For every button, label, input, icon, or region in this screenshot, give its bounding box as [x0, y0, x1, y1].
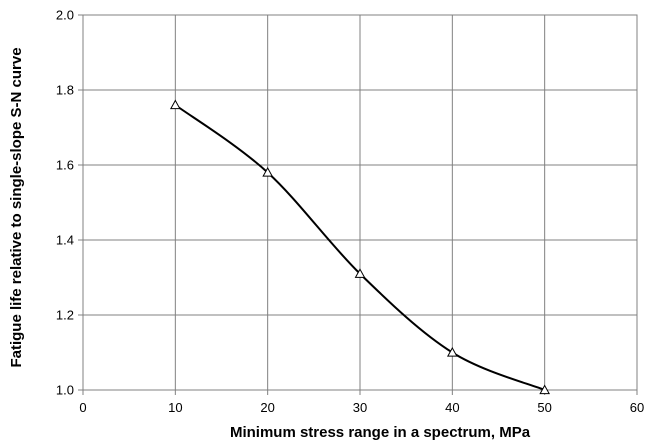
- y-axis-title: Fatigue life relative to single-slope S-…: [8, 47, 25, 367]
- y-tick-labels: 1.0 1.2 1.4 1.6 1.8 2.0: [56, 8, 74, 398]
- x-tick-label: 50: [537, 400, 551, 415]
- x-tick-label: 60: [630, 400, 644, 415]
- data-point-marker: [446, 346, 458, 357]
- y-tick-label: 1.4: [56, 233, 74, 248]
- data-point-marker: [539, 384, 551, 395]
- x-tick-label: 30: [353, 400, 367, 415]
- x-tick-label: 10: [168, 400, 182, 415]
- x-tick-labels: 0 10 20 30 40 50 60: [79, 400, 644, 415]
- grid: [78, 14, 638, 395]
- marker-layer: [169, 99, 551, 395]
- x-tick-label: 0: [79, 400, 86, 415]
- data-point-marker: [354, 268, 366, 278]
- data-point-marker: [262, 166, 274, 177]
- x-tick-label: 40: [445, 400, 459, 415]
- y-tick-label: 2.0: [56, 8, 74, 23]
- y-tick-label: 1.2: [56, 308, 74, 323]
- x-axis-title: Minimum stress range in a spectrum, MPa: [230, 424, 531, 441]
- y-tick-label: 1.0: [56, 383, 74, 398]
- y-tick-label: 1.6: [56, 158, 74, 173]
- plot-area-frame: [82, 14, 638, 391]
- x-tick-label: 20: [260, 400, 274, 415]
- y-tick-label: 1.8: [56, 83, 74, 98]
- data-point-marker: [169, 99, 181, 110]
